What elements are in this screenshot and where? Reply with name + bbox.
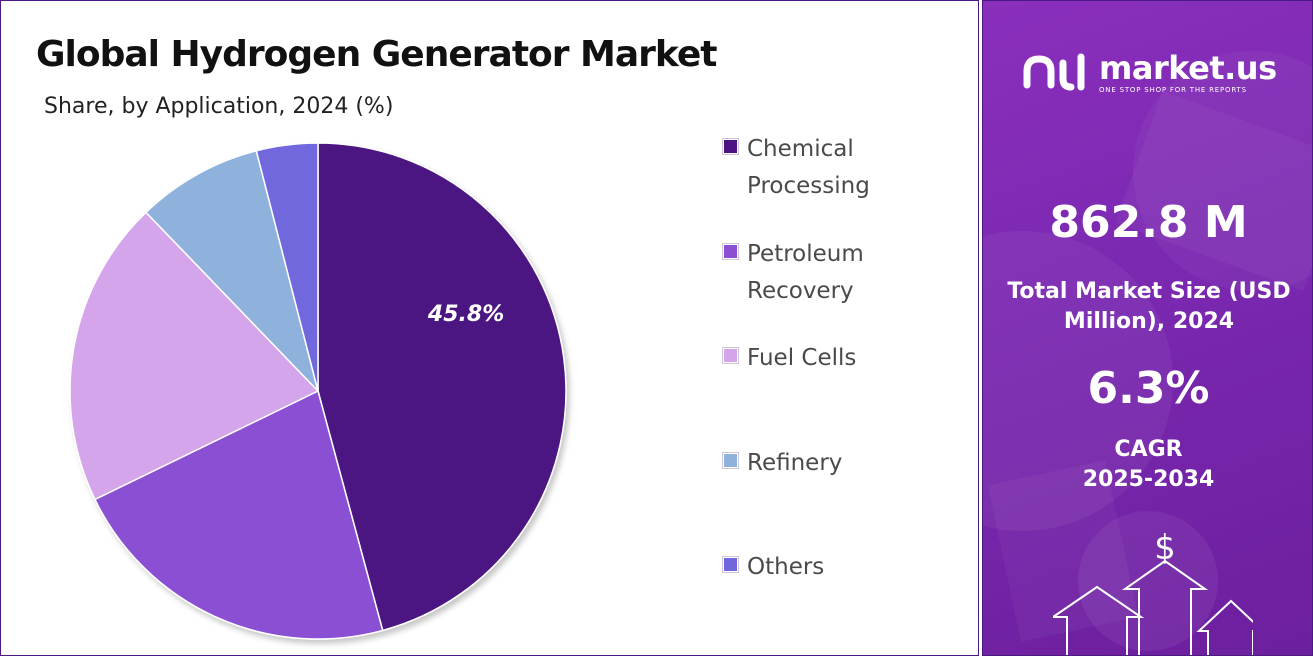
- pie-slice-petroleum-recovery: [93, 389, 384, 640]
- brand-logo-icon: [1023, 53, 1085, 91]
- pie-slice-others: [255, 142, 319, 392]
- legend-label: Fuel Cells: [747, 345, 857, 371]
- legend-swatch: [722, 138, 739, 155]
- legend-item: Chemical Processing: [722, 131, 897, 205]
- cagr-value: 6.3%: [1087, 363, 1210, 414]
- pie-slice-chemical-processing: [317, 142, 567, 632]
- legend-swatch: [722, 347, 739, 364]
- legend-label: Refinery: [747, 450, 843, 476]
- brand-tagline: ONE STOP SHOP FOR THE REPORTS: [1099, 85, 1247, 94]
- legend-label: Others: [747, 554, 825, 580]
- background-decoration: [983, 51, 1312, 651]
- pie-slice-refinery: [144, 149, 320, 394]
- legend-swatch: [722, 243, 739, 260]
- summary-panel: market.us ONE STOP SHOP FOR THE REPORTS …: [982, 0, 1313, 656]
- chart-legend: Chemical Processing Petroleum Recovery Fue…: [722, 1, 943, 657]
- cagr-period: 2025-2034: [1082, 467, 1215, 492]
- market-size-value: 862.8 M: [1049, 197, 1248, 248]
- legend-label: Petroleum Recovery: [747, 241, 864, 304]
- dollar-icon: $: [1154, 528, 1176, 568]
- cagr-label: CAGR: [1114, 437, 1183, 462]
- market-size-label: Total Market Size (USD Million), 2024: [1007, 279, 1291, 334]
- chart-subtitle: Share, by Application, 2024 (%): [44, 94, 394, 119]
- legend-item: Others: [722, 549, 897, 586]
- data-label-chemical-processing: 45.8%: [427, 302, 504, 327]
- legend-item: Petroleum Recovery: [722, 236, 897, 310]
- brand-name: market.us: [1099, 48, 1277, 87]
- growth-arrows-icon: $: [1053, 528, 1253, 655]
- pie-chart: 45.8%: [69, 142, 567, 640]
- legend-label: Chemical Processing: [747, 136, 870, 199]
- pie-slice-fuel-cells: [69, 211, 320, 501]
- legend-swatch: [722, 556, 739, 573]
- brand: market.us ONE STOP SHOP FOR THE REPORTS: [1023, 49, 1277, 95]
- legend-item: Refinery: [722, 445, 897, 482]
- chart-panel: Global Hydrogen Generator Market Share, …: [0, 0, 979, 656]
- chart-title: Global Hydrogen Generator Market: [36, 34, 718, 75]
- legend-item: Fuel Cells: [722, 340, 897, 377]
- legend-swatch: [722, 452, 739, 469]
